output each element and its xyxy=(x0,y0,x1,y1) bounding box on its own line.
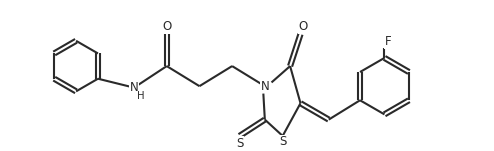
Text: H: H xyxy=(137,91,144,101)
Text: F: F xyxy=(385,35,392,48)
Text: O: O xyxy=(162,20,171,33)
Text: S: S xyxy=(279,135,287,148)
Text: N: N xyxy=(260,80,269,93)
Text: S: S xyxy=(236,137,243,150)
Text: O: O xyxy=(299,20,308,33)
Text: N: N xyxy=(130,81,138,94)
